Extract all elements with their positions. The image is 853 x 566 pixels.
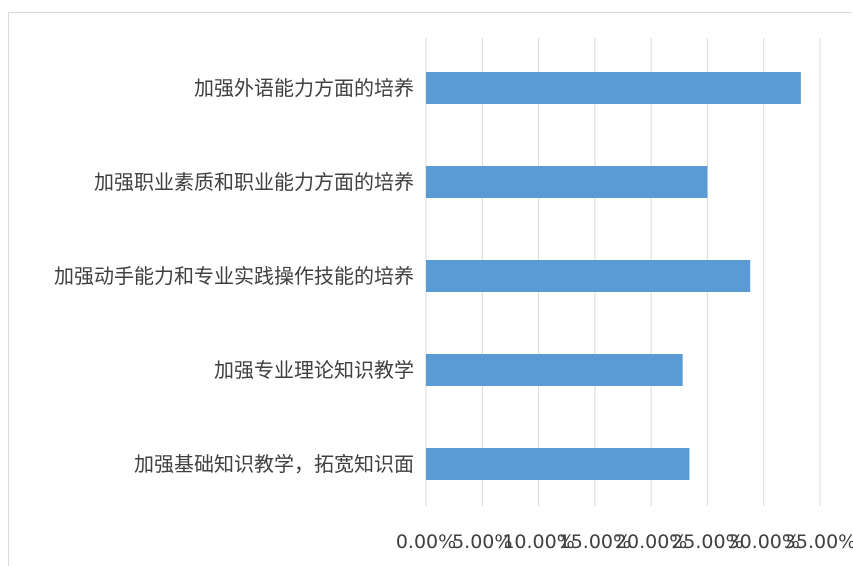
category-label: 加强专业理论知识教学 [214,358,414,382]
bar [426,448,690,480]
category-label: 加强基础知识教学，拓宽知识面 [134,452,414,476]
x-tick-label: 15.00% [559,531,631,553]
bar [426,166,708,198]
x-tick-label: 10.00% [502,531,574,553]
x-tick-label: 25.00% [671,531,743,553]
x-tick-label: 5.00% [452,531,512,553]
x-tick-label: 20.00% [615,531,687,553]
category-label: 加强外语能力方面的培养 [194,76,414,100]
x-tick-label: 0.00% [396,531,456,553]
bar [426,354,683,386]
x-tick-label: 30.00% [727,531,799,553]
bar [426,72,801,104]
category-label: 加强动手能力和专业实践操作技能的培养 [54,264,414,288]
x-tick-label: 35.00% [784,531,853,553]
bar [426,260,751,292]
chart-frame [8,12,852,566]
category-label: 加强职业素质和职业能力方面的培养 [94,170,414,194]
